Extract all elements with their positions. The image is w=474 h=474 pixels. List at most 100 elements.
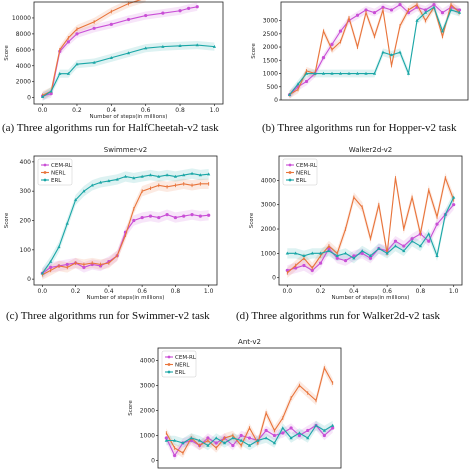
cem-rl-point bbox=[330, 42, 334, 46]
erl-point bbox=[173, 438, 177, 442]
y-tick-label: 300 bbox=[20, 188, 32, 195]
y-tick-label: 6000 bbox=[16, 47, 31, 54]
cem-rl-point bbox=[281, 431, 285, 435]
erl-point bbox=[123, 174, 128, 178]
y-axis-label: Score bbox=[249, 212, 255, 228]
erl-point bbox=[164, 438, 168, 442]
cem-rl-point bbox=[304, 79, 309, 84]
erl-point bbox=[132, 176, 136, 180]
cem-rl-point bbox=[364, 8, 368, 12]
cem-rl-point bbox=[410, 237, 414, 241]
erl-point bbox=[321, 71, 326, 75]
y-axis-label: Score bbox=[4, 212, 10, 228]
erl-point bbox=[264, 436, 268, 440]
legend-marker-nerl bbox=[288, 171, 292, 174]
cem-rl-point bbox=[144, 13, 148, 18]
erl-point bbox=[318, 251, 323, 255]
cem-rl-point bbox=[360, 251, 364, 255]
erl-point bbox=[393, 244, 398, 248]
y-tick-label: 3000 bbox=[261, 202, 276, 209]
chart-svg: Swimmer-v2 0 100 200 300 400 0.0 0.2 0.4 0.6 0.8 1.… bbox=[4, 146, 218, 301]
cem-rl-point bbox=[427, 239, 431, 243]
erl-point bbox=[161, 44, 165, 48]
erl-point bbox=[306, 436, 310, 440]
erl-point bbox=[197, 438, 202, 442]
erl-point bbox=[90, 183, 94, 187]
erl-band bbox=[42, 168, 209, 279]
erl-point bbox=[92, 60, 96, 64]
cem-rl-point bbox=[423, 8, 428, 12]
chart-title: Ant-v2 bbox=[238, 338, 261, 346]
cem-rl-point bbox=[321, 56, 326, 60]
cem-rl-point bbox=[161, 11, 165, 15]
caption-walker2d: (d) Three algorithms run for Walker2d-v2… bbox=[236, 310, 440, 322]
cem-rl-band bbox=[287, 199, 454, 276]
cem-rl-point bbox=[402, 244, 406, 248]
erl-point bbox=[302, 253, 306, 257]
x-tick-label: 0.0 bbox=[283, 288, 293, 295]
cem-rl-point bbox=[457, 8, 462, 12]
y-tick-label: 8000 bbox=[16, 31, 31, 38]
legend-label-erl: ERL bbox=[175, 370, 186, 376]
erl-point bbox=[107, 179, 111, 183]
y-tick-label: 4000 bbox=[140, 358, 155, 365]
cem-rl-point bbox=[182, 214, 186, 218]
y-tick-label: 1000 bbox=[261, 250, 276, 257]
erl-point bbox=[157, 174, 161, 178]
cem-rl-point bbox=[440, 10, 445, 15]
legend-marker-cem-rl bbox=[43, 163, 47, 167]
legend-label-cem-rl: CEM-RL bbox=[175, 355, 197, 361]
cem-rl-point bbox=[432, 3, 436, 7]
x-tick-label: 0.0 bbox=[38, 288, 48, 295]
erl-point bbox=[115, 177, 119, 181]
erl-point bbox=[440, 29, 445, 33]
x-tick-label: 0.8 bbox=[171, 288, 181, 295]
erl-band bbox=[289, 3, 460, 99]
y-tick-label: 0 bbox=[272, 275, 276, 282]
cem-rl-point bbox=[289, 426, 293, 430]
cem-rl-point bbox=[393, 239, 398, 243]
y-tick-label: 2000 bbox=[261, 226, 276, 233]
cem-rl-point bbox=[190, 213, 194, 217]
cem-rl-point bbox=[140, 215, 144, 220]
erl-point bbox=[206, 443, 210, 447]
erl-point bbox=[109, 55, 113, 59]
erl-point bbox=[289, 436, 293, 440]
x-tick-label: 1.0 bbox=[210, 107, 220, 114]
erl-point bbox=[398, 50, 402, 54]
cem-rl-point bbox=[187, 6, 191, 10]
legend-marker-nerl bbox=[43, 171, 47, 174]
cem-rl-point bbox=[75, 32, 79, 36]
erl-point bbox=[364, 71, 368, 75]
cem-rl-point bbox=[294, 266, 298, 270]
x-tick-label: 0.6 bbox=[137, 288, 147, 295]
erl-point bbox=[347, 71, 351, 75]
y-tick-label: 2000 bbox=[140, 408, 155, 415]
nerl-line bbox=[289, 3, 460, 96]
x-tick-label: 0.6 bbox=[141, 107, 151, 114]
erl-point bbox=[360, 249, 364, 253]
legend-label-erl: ERL bbox=[51, 178, 62, 184]
cem-rl-point bbox=[398, 3, 402, 7]
erl-point bbox=[239, 438, 243, 442]
y-tick-label: 200 bbox=[20, 218, 32, 225]
cem-rl-point bbox=[92, 26, 96, 30]
plot-frame bbox=[157, 347, 342, 469]
erl-point bbox=[222, 441, 227, 445]
cem-rl-point bbox=[435, 222, 439, 226]
cem-rl-point bbox=[207, 213, 211, 217]
caption-hopper: (b) Three algorithms run for Hopper-v2 t… bbox=[262, 122, 457, 134]
cem-rl-point bbox=[318, 261, 323, 265]
nerl-band bbox=[42, 0, 146, 100]
x-tick-label: 0.8 bbox=[416, 288, 426, 295]
erl-point bbox=[368, 253, 373, 257]
cem-rl-point bbox=[372, 10, 377, 15]
cem-rl-point bbox=[335, 256, 339, 260]
y-axis-label: Score bbox=[128, 400, 134, 416]
erl-point bbox=[190, 171, 194, 175]
y-tick-label: 1000 bbox=[263, 71, 278, 78]
cem-rl-point bbox=[389, 8, 394, 12]
erl-point bbox=[58, 71, 62, 75]
erl-point bbox=[178, 44, 182, 48]
erl-point bbox=[144, 46, 148, 50]
